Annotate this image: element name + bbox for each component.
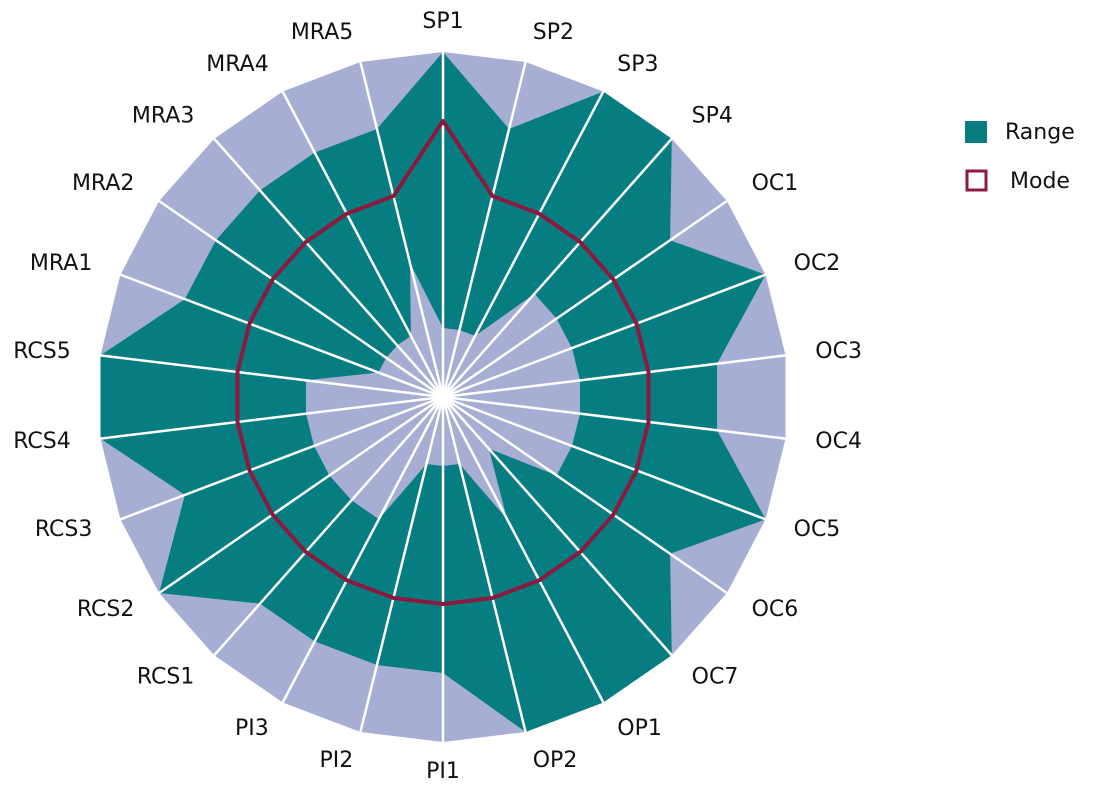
axis-label: MRA5 (291, 20, 353, 45)
axis-label: OC2 (794, 251, 841, 276)
axis-label: OC4 (815, 429, 862, 454)
axis-label: PI2 (319, 748, 353, 773)
axis-label: OC5 (794, 517, 841, 542)
spoke (442, 396, 673, 657)
spoke (442, 354, 786, 399)
legend-swatch (965, 121, 987, 143)
axis-label: OP2 (533, 748, 578, 773)
axis-label: MRA2 (72, 171, 134, 196)
spoke (158, 199, 444, 399)
axis-label: RCS1 (137, 665, 195, 690)
axis-label: OC7 (692, 665, 739, 690)
axis-label: MRA1 (30, 251, 92, 276)
spoke (281, 90, 445, 398)
legend-label: Mode (1010, 169, 1070, 194)
spoke (441, 396, 605, 704)
axis-label: MRA3 (132, 103, 194, 128)
spoke (119, 273, 444, 399)
spoke (442, 395, 786, 440)
axis-label: RCS3 (35, 517, 93, 542)
axis-label: OP1 (617, 716, 662, 741)
spoke (441, 396, 527, 733)
axis-label: OC6 (752, 597, 799, 622)
spoke (359, 61, 445, 398)
axis-label: SP3 (617, 52, 658, 77)
spoke (281, 396, 445, 704)
axis-label: PI1 (426, 759, 460, 784)
legend-swatch (965, 169, 988, 192)
mode-line (235, 119, 651, 606)
spoke (441, 61, 527, 398)
spoke (442, 395, 728, 595)
spoke (442, 199, 728, 399)
spoke (119, 395, 444, 521)
spoke (442, 273, 767, 399)
spoke (442, 137, 673, 398)
axis-label: SP2 (533, 20, 574, 45)
axis-label: RCS4 (13, 429, 71, 454)
spoke (359, 396, 445, 733)
spoke (441, 90, 605, 398)
axis-label: OC1 (752, 171, 799, 196)
spoke (442, 395, 767, 521)
axis-label: MRA4 (206, 52, 268, 77)
axis-label: PI3 (235, 716, 269, 741)
spoke (213, 137, 444, 398)
spoke (158, 395, 444, 595)
spoke (100, 354, 444, 399)
spoke (100, 395, 444, 440)
axis-label: OC3 (815, 339, 862, 364)
axis-label: RCS5 (13, 339, 71, 364)
axis-label: SP4 (692, 103, 733, 128)
axis-label: RCS2 (77, 597, 135, 622)
axis-label: SP1 (422, 9, 463, 34)
legend-label: Range (1005, 120, 1075, 145)
spoke (213, 396, 444, 657)
